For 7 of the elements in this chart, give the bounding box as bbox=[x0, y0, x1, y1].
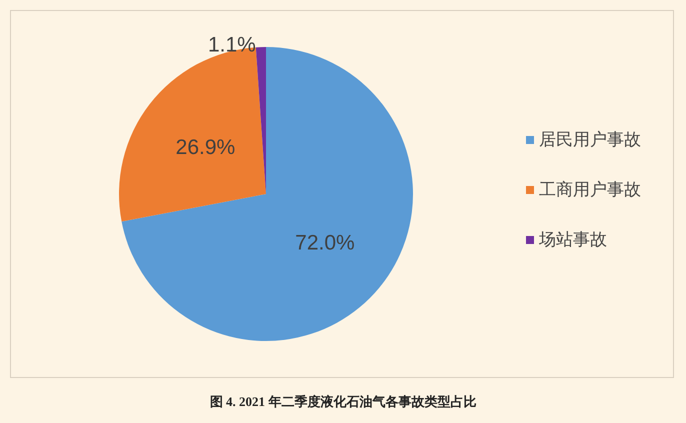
legend-label: 工商用户事故 bbox=[539, 180, 641, 200]
text: 图 4. 2021 年二季度液化石油气各事故类型占比 bbox=[208, 393, 478, 411]
data-label: 1.1% bbox=[208, 34, 256, 57]
data-label: 26.9% bbox=[176, 136, 236, 159]
legend-label: 场站事故 bbox=[538, 230, 607, 250]
legend-label: 居民用户事故 bbox=[539, 130, 641, 150]
data-label: 72.0% bbox=[295, 231, 355, 254]
